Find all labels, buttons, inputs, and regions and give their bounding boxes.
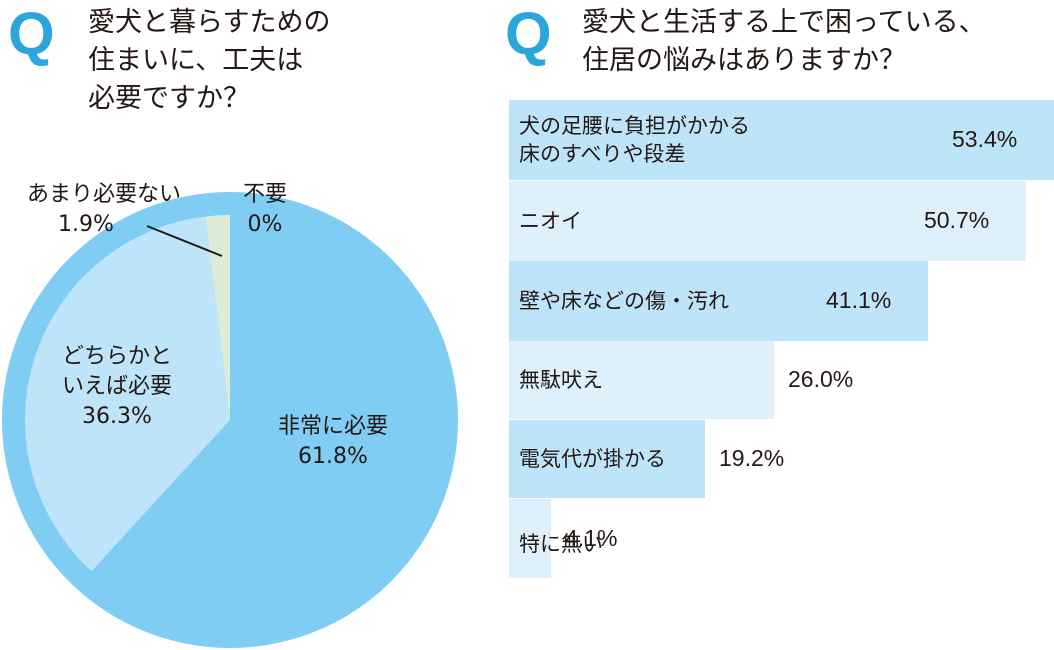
question-1-title: 愛犬と暮らすための 住まいに、工夫は 必要ですか？ <box>88 4 330 118</box>
bar-label: 犬の足腰に負担がかかる 床のすべりや段差 <box>519 112 750 168</box>
pie-label-somewhat-necessary: どちらかと いえば必要 36.3% <box>42 342 192 432</box>
bar <box>509 499 551 578</box>
bar-rect <box>509 499 551 578</box>
bar-label-line: 電気代が掛かる <box>519 447 666 471</box>
bar <box>509 100 1054 180</box>
bar-label-line: ニオイ <box>519 209 582 233</box>
question-2-q-mark: Q <box>505 0 552 67</box>
bar-label: 無駄吠え <box>519 366 603 394</box>
bar-rect <box>509 261 928 341</box>
pie-label-very-necessary: 非常に必要 61.8% <box>258 412 408 472</box>
bar <box>509 341 774 419</box>
bar-value: 41.1% <box>826 287 892 313</box>
question-1-title-line: 住まいに、工夫は <box>88 45 304 76</box>
bar-label: 壁や床などの傷・汚れ <box>519 287 729 315</box>
bar <box>509 261 928 341</box>
bar-label-line: 床のすべりや段差 <box>519 142 686 166</box>
bar-value: 26.0% <box>788 366 854 392</box>
bar-label-line: 犬の足腰に負担がかかる <box>519 114 750 138</box>
pie-slice <box>25 216 230 572</box>
pie-label-unnecessary: 不要 0% <box>232 180 298 240</box>
pie-slice-value: 0% <box>247 212 283 237</box>
pie-leader-line <box>146 225 223 257</box>
pie-slice-label: どちらかと <box>61 344 172 369</box>
bar-label-line: 壁や床などの傷・汚れ <box>519 289 729 313</box>
bar-rect <box>509 181 1026 261</box>
pie-slice-label: 非常に必要 <box>277 414 388 439</box>
bar <box>509 420 705 498</box>
pie-slice-value: 1.9% <box>58 212 114 237</box>
question-1-title-line: 必要ですか？ <box>88 83 250 114</box>
bar-rect <box>509 420 705 498</box>
question-2-title: 愛犬と生活する上で困っている、 住居の悩みはありますか？ <box>582 4 986 80</box>
pie-slice-label: いえば必要 <box>61 374 172 399</box>
bar <box>509 181 1026 261</box>
bar-label-line: 無駄吠え <box>519 368 603 392</box>
pie-slice-label: 不要 <box>242 182 287 207</box>
pie-slice-value: 36.3% <box>82 404 152 429</box>
bar-label: 特に無い <box>519 530 603 558</box>
pie-slice-value: 61.8% <box>298 444 368 469</box>
bar-rect <box>509 100 1054 180</box>
question-2-title-line: 愛犬と生活する上で困っている、 <box>582 7 986 38</box>
bar-label-line: 特に無い <box>519 532 603 556</box>
pie-slice-label: あまり必要ない <box>26 182 181 207</box>
bar-value: 19.2% <box>719 445 785 471</box>
pie-slice <box>91 215 436 625</box>
question-2-title-line: 住居の悩みはありますか？ <box>582 45 906 76</box>
bar-value: 4.1% <box>565 525 618 551</box>
bar-label: 電気代が掛かる <box>519 445 666 473</box>
bar-value: 50.7% <box>924 207 990 233</box>
pie-slice <box>205 215 230 420</box>
bar-label: ニオイ <box>519 207 582 235</box>
question-1-q-mark: Q <box>8 0 55 67</box>
question-1-title-line: 愛犬と暮らすための <box>88 7 331 38</box>
pie-chart <box>2 192 458 648</box>
pie-label-not-very-necessary: あまり必要ない 1.9% <box>14 180 194 240</box>
bar-value: 53.4% <box>952 126 1018 152</box>
bar-rect <box>509 341 774 419</box>
